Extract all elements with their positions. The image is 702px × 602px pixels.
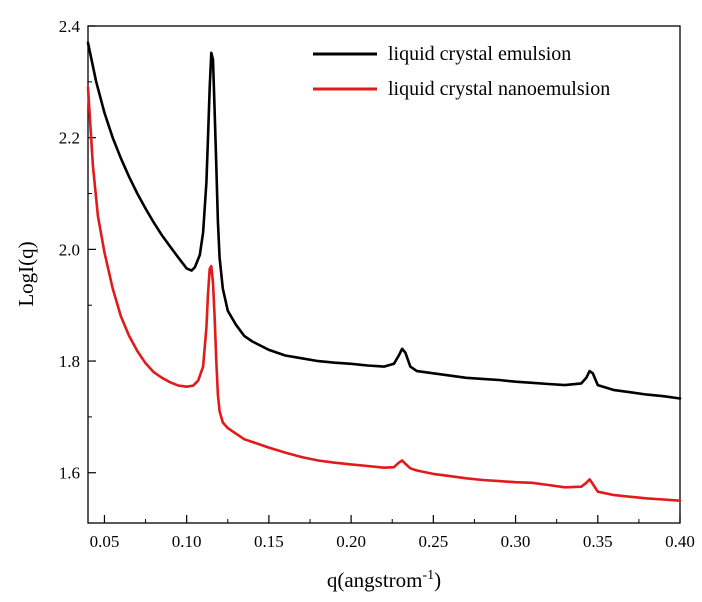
y-axis-ticks: 1.6 1.8 2.0 2.2 2.4 xyxy=(59,17,96,483)
x-axis-label-superscript: -1 xyxy=(422,568,434,583)
series-line-0 xyxy=(86,41,682,400)
x-axis-label-main: q(angstrom xyxy=(327,568,423,592)
x-tick-label-6: 0.35 xyxy=(583,532,613,551)
x-axis-label-suffix: ) xyxy=(434,568,441,592)
y-axis-label: LogI(q) xyxy=(14,241,38,306)
x-tick-label-7: 0.40 xyxy=(665,532,695,551)
y-tick-label-0: 1.6 xyxy=(59,464,80,483)
x-axis-ticks: 0.05 0.10 0.15 0.20 0.25 0.30 0.35 0.40 xyxy=(90,515,695,551)
y-tick-label-4: 2.4 xyxy=(59,17,81,36)
legend: liquid crystal emulsion liquid crystal n… xyxy=(313,43,610,100)
x-tick-label-2: 0.15 xyxy=(254,532,284,551)
x-tick-label-0: 0.05 xyxy=(90,532,120,551)
plot-frame xyxy=(87,25,681,524)
y-tick-label-2: 2.0 xyxy=(59,240,80,259)
y-tick-label-1: 1.8 xyxy=(59,352,80,371)
x-tick-label-5: 0.30 xyxy=(501,532,531,551)
legend-label-nanoemulsion: liquid crystal nanoemulsion xyxy=(388,78,610,100)
x-tick-label-3: 0.20 xyxy=(336,532,366,551)
x-tick-label-1: 0.10 xyxy=(172,532,202,551)
x-tick-label-4: 0.25 xyxy=(418,532,448,551)
y-tick-label-3: 2.2 xyxy=(59,129,80,148)
x-axis-label: q(angstrom-1) xyxy=(327,568,441,592)
legend-label-emulsion: liquid crystal emulsion xyxy=(388,43,571,65)
series-line-1 xyxy=(86,86,682,502)
series-layer xyxy=(86,41,682,502)
